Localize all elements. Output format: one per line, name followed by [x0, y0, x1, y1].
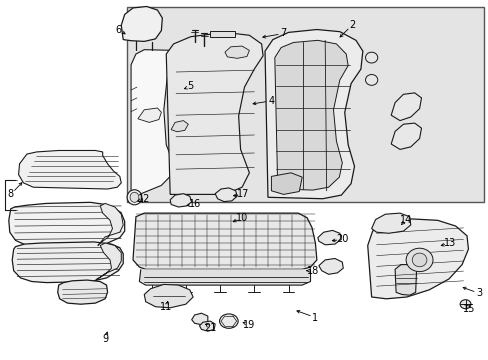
Text: 6: 6 — [116, 24, 122, 35]
Text: 19: 19 — [243, 320, 255, 330]
PathPatch shape — [12, 242, 123, 283]
Text: 13: 13 — [443, 238, 455, 248]
PathPatch shape — [394, 265, 416, 295]
PathPatch shape — [19, 150, 121, 189]
PathPatch shape — [367, 219, 468, 299]
Text: 14: 14 — [399, 215, 411, 225]
Text: 4: 4 — [268, 96, 274, 106]
PathPatch shape — [58, 280, 107, 304]
PathPatch shape — [133, 213, 316, 269]
Ellipse shape — [411, 253, 426, 267]
PathPatch shape — [170, 194, 191, 207]
PathPatch shape — [264, 30, 362, 199]
Text: 15: 15 — [462, 304, 475, 314]
PathPatch shape — [9, 202, 124, 248]
PathPatch shape — [171, 121, 188, 132]
PathPatch shape — [390, 93, 421, 121]
PathPatch shape — [121, 6, 162, 41]
Ellipse shape — [127, 190, 142, 205]
Text: 17: 17 — [237, 189, 249, 199]
Ellipse shape — [365, 75, 377, 85]
PathPatch shape — [390, 123, 421, 149]
PathPatch shape — [317, 230, 341, 245]
PathPatch shape — [215, 188, 237, 202]
PathPatch shape — [131, 50, 181, 199]
PathPatch shape — [95, 243, 121, 281]
Ellipse shape — [219, 314, 238, 328]
Text: 8: 8 — [8, 189, 14, 199]
Text: 2: 2 — [348, 20, 354, 30]
PathPatch shape — [144, 284, 193, 308]
Text: 10: 10 — [235, 213, 248, 223]
Text: 21: 21 — [203, 323, 216, 333]
Text: 20: 20 — [335, 234, 348, 244]
Text: 12: 12 — [138, 194, 150, 204]
Ellipse shape — [405, 248, 432, 271]
PathPatch shape — [274, 40, 347, 190]
PathPatch shape — [138, 108, 161, 122]
Text: 18: 18 — [306, 266, 319, 276]
Bar — [127, 7, 483, 202]
Text: 9: 9 — [102, 334, 108, 344]
Bar — [210, 31, 234, 37]
Text: 3: 3 — [475, 288, 481, 298]
PathPatch shape — [271, 173, 302, 194]
PathPatch shape — [199, 321, 215, 331]
Text: 5: 5 — [187, 81, 193, 91]
PathPatch shape — [191, 313, 207, 325]
Ellipse shape — [459, 300, 470, 309]
PathPatch shape — [371, 213, 410, 233]
PathPatch shape — [318, 258, 343, 274]
PathPatch shape — [166, 32, 263, 194]
PathPatch shape — [139, 269, 310, 285]
PathPatch shape — [224, 46, 249, 58]
PathPatch shape — [98, 203, 123, 246]
Ellipse shape — [130, 192, 139, 202]
Text: 11: 11 — [160, 302, 172, 312]
Text: 1: 1 — [312, 312, 318, 323]
Ellipse shape — [365, 52, 377, 63]
Text: 7: 7 — [280, 28, 286, 39]
Text: 16: 16 — [188, 199, 201, 210]
